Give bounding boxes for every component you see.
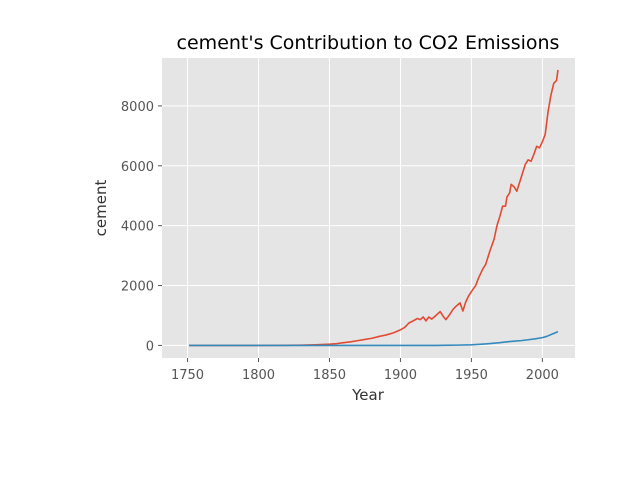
y-tick-label: 0 xyxy=(146,339,154,354)
x-tick-label: 1900 xyxy=(384,368,417,383)
series-layer xyxy=(188,69,559,347)
x-axis: 1750 1800 1850 1900 1950 2000 xyxy=(171,358,559,383)
series-line-2 xyxy=(188,330,559,347)
series-line-1 xyxy=(188,69,559,347)
y-tick-label: 4000 xyxy=(121,220,154,235)
y-tick-label: 6000 xyxy=(121,160,154,175)
x-tick-label: 1850 xyxy=(313,368,346,383)
y-tick-label: 8000 xyxy=(121,100,154,115)
y-axis: 0 2000 4000 6000 8000 xyxy=(121,100,162,354)
x-tick-label: 1950 xyxy=(455,368,488,383)
x-tick-label: 2000 xyxy=(526,368,559,383)
y-tick-label: 2000 xyxy=(121,280,154,295)
x-tick-label: 1750 xyxy=(171,368,204,383)
x-tick-label: 1800 xyxy=(242,368,275,383)
plot-area xyxy=(162,58,575,358)
x-axis-title: Year xyxy=(351,386,385,404)
y-axis-title: cement xyxy=(92,180,110,237)
chart-title: cement's Contribution to CO2 Emissions xyxy=(177,32,560,54)
